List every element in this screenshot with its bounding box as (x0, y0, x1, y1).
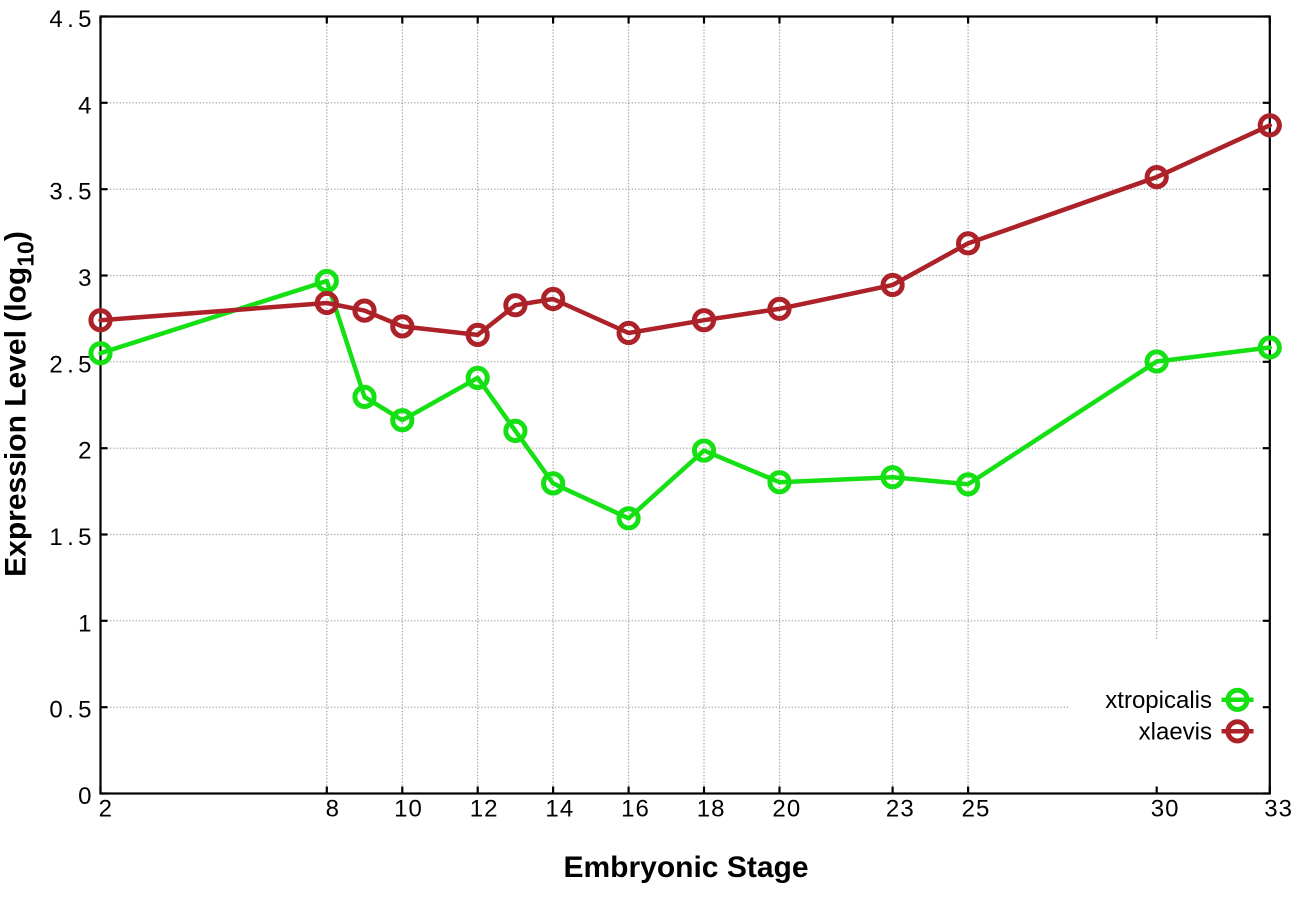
svg-text:1: 1 (470, 796, 483, 823)
svg-text:8: 8 (326, 796, 339, 823)
svg-text:1: 1 (697, 796, 710, 823)
svg-text:0: 0 (787, 796, 800, 823)
svg-text:0: 0 (409, 796, 422, 823)
svg-text:4: 4 (78, 92, 91, 119)
svg-text:.: . (67, 179, 74, 206)
svg-text:1: 1 (49, 524, 62, 551)
svg-text:2: 2 (99, 796, 112, 823)
svg-text:5: 5 (78, 179, 91, 206)
svg-text:.: . (67, 6, 74, 33)
svg-text:4: 4 (49, 6, 62, 33)
svg-text:2: 2 (484, 796, 497, 823)
svg-text:.: . (67, 351, 74, 378)
svg-text:3: 3 (49, 179, 62, 206)
svg-text:xlaevis: xlaevis (1139, 718, 1212, 745)
svg-text:3: 3 (1279, 796, 1292, 823)
svg-text:2: 2 (962, 796, 975, 823)
svg-text:2: 2 (886, 796, 899, 823)
svg-text:0: 0 (49, 697, 62, 724)
svg-text:5: 5 (78, 524, 91, 551)
svg-text:xtropicalis: xtropicalis (1105, 687, 1212, 714)
svg-text:3: 3 (78, 265, 91, 292)
svg-text:2: 2 (78, 438, 91, 465)
svg-text:5: 5 (78, 351, 91, 378)
svg-text:2: 2 (772, 796, 785, 823)
svg-text:6: 6 (636, 796, 649, 823)
svg-text:Embryonic Stage: Embryonic Stage (563, 851, 808, 884)
svg-text:Expression Level (log10): Expression Level (log10) (0, 231, 39, 577)
svg-text:5: 5 (78, 6, 91, 33)
svg-text:8: 8 (711, 796, 724, 823)
svg-text:0: 0 (1165, 796, 1178, 823)
svg-text:0: 0 (78, 783, 91, 810)
svg-text:5: 5 (78, 697, 91, 724)
svg-text:.: . (67, 697, 74, 724)
svg-text:1: 1 (621, 796, 634, 823)
svg-text:1: 1 (545, 796, 558, 823)
svg-text:1: 1 (394, 796, 407, 823)
svg-text:3: 3 (1264, 796, 1277, 823)
svg-text:3: 3 (900, 796, 913, 823)
svg-text:.: . (67, 524, 74, 551)
svg-text:2: 2 (49, 351, 62, 378)
svg-text:4: 4 (560, 796, 573, 823)
svg-text:5: 5 (976, 796, 989, 823)
svg-text:1: 1 (78, 610, 91, 637)
svg-text:3: 3 (1151, 796, 1164, 823)
